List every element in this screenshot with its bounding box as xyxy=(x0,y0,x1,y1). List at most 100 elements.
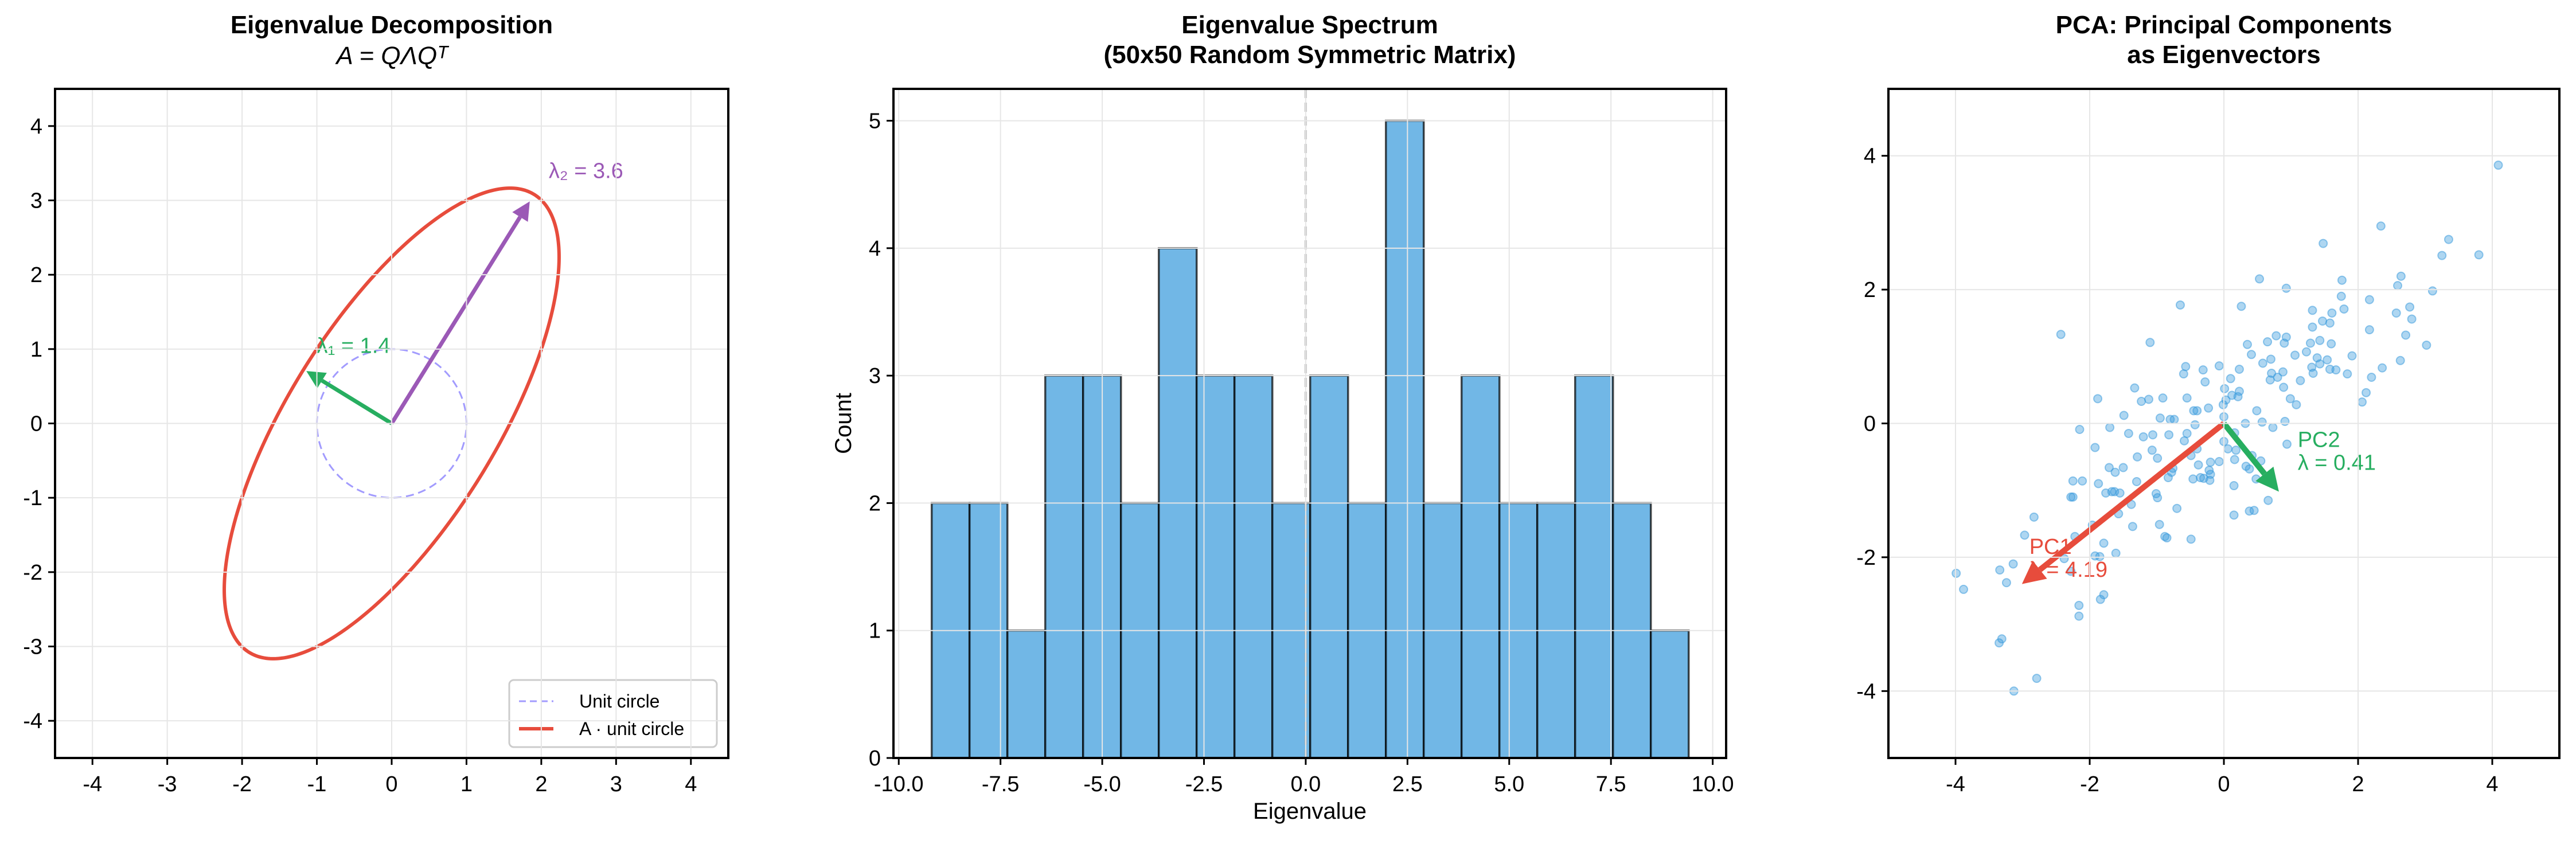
data-point xyxy=(1995,638,2004,648)
data-point xyxy=(2376,221,2386,231)
data-point xyxy=(2179,369,2188,379)
x-tick-label: 5.0 xyxy=(1494,772,1524,796)
eigenvector-arrow-2-shaft xyxy=(390,216,522,425)
y-tick-label: 2 xyxy=(869,491,881,515)
x-tick-label: -4 xyxy=(1946,772,1965,796)
data-point xyxy=(2255,274,2265,284)
data-point xyxy=(2066,566,2076,576)
data-point xyxy=(2104,463,2114,472)
x-tick-label: 0 xyxy=(2218,772,2230,796)
histogram-bar xyxy=(1460,374,1501,759)
data-point xyxy=(2153,454,2163,463)
data-point xyxy=(2336,291,2346,301)
x-tick-label: -3 xyxy=(158,772,177,796)
eigenvalue-label-1: λ₁ = 1.4 xyxy=(317,334,391,358)
data-point xyxy=(2422,340,2431,350)
pc-eigenvalue-label-1: λ = 4.19 xyxy=(2029,558,2107,582)
x-axis-label: Eigenvalue xyxy=(1253,799,1367,824)
x-tick-label: 1 xyxy=(460,772,473,796)
axes-frame xyxy=(1887,88,2561,759)
data-point xyxy=(2258,358,2267,368)
x-tick-label: -2 xyxy=(232,772,252,796)
histogram-bar xyxy=(1649,629,1690,759)
data-point xyxy=(2214,457,2224,467)
data-point xyxy=(2230,455,2239,464)
data-point xyxy=(2068,476,2078,486)
data-point xyxy=(2001,578,2011,588)
data-point xyxy=(2327,339,2336,349)
data-point xyxy=(2308,368,2318,378)
x-tick-label: 4 xyxy=(685,772,697,796)
data-point xyxy=(2175,300,2185,310)
data-point xyxy=(2138,432,2148,441)
x-tick-label: -2.5 xyxy=(1185,772,1223,796)
data-point xyxy=(2214,361,2224,371)
data-point xyxy=(2153,493,2163,503)
data-point xyxy=(2099,590,2109,600)
data-point xyxy=(2315,335,2325,345)
y-tick-label: 1 xyxy=(30,338,42,362)
x-tick-label: 3 xyxy=(610,772,622,796)
data-point xyxy=(2362,388,2371,397)
pc-arrow-1-shaft xyxy=(2038,421,2226,572)
axes-frame xyxy=(892,88,1727,759)
data-point xyxy=(2148,430,2157,440)
data-point xyxy=(2118,463,2128,472)
x-tick-label: 2 xyxy=(2352,772,2364,796)
data-point xyxy=(2252,406,2262,416)
data-point xyxy=(2179,436,2189,446)
data-point xyxy=(2405,302,2415,312)
data-point xyxy=(2095,552,2105,561)
data-point xyxy=(2279,382,2289,392)
x-tick-label: 10.0 xyxy=(1692,772,1734,796)
data-point xyxy=(2128,522,2137,532)
histogram-bar xyxy=(1006,629,1047,759)
y-tick-label: -1 xyxy=(23,486,42,510)
data-point xyxy=(2396,271,2406,281)
data-point xyxy=(2339,304,2349,314)
pc-arrow-2-head xyxy=(2255,466,2279,492)
data-point xyxy=(2162,533,2172,543)
data-point xyxy=(2493,161,2503,170)
data-point xyxy=(2407,314,2417,324)
data-point xyxy=(2110,487,2120,497)
data-point xyxy=(2427,286,2437,296)
data-point xyxy=(2233,392,2243,401)
data-point xyxy=(2172,503,2182,513)
data-point xyxy=(2281,283,2291,293)
data-point xyxy=(2278,367,2288,377)
data-point xyxy=(2246,350,2256,359)
pc-arrow-1-head xyxy=(2021,561,2047,584)
y-tick-label: 5 xyxy=(869,110,881,134)
data-point xyxy=(2234,386,2244,396)
data-point xyxy=(2317,316,2327,326)
data-point xyxy=(2032,674,2042,683)
data-point xyxy=(1995,565,2005,575)
data-point xyxy=(2268,423,2278,432)
data-point xyxy=(2245,464,2254,474)
histogram-bar xyxy=(1309,374,1349,759)
data-point xyxy=(2308,306,2317,315)
data-point xyxy=(2182,393,2192,403)
data-point xyxy=(2325,318,2335,328)
y-tick-label: 1 xyxy=(869,619,881,643)
x-tick-label: 2.5 xyxy=(1392,772,1423,796)
data-point xyxy=(2437,251,2447,260)
data-point xyxy=(2110,467,2120,477)
pc-label-1: PC1 xyxy=(2029,535,2072,559)
data-point xyxy=(2145,338,2155,347)
data-point xyxy=(2133,452,2142,462)
data-point xyxy=(2305,338,2315,348)
data-point xyxy=(2364,325,2374,335)
data-point xyxy=(2327,308,2337,318)
data-point xyxy=(2093,394,2103,404)
data-point xyxy=(2132,477,2141,487)
data-point xyxy=(2280,338,2289,348)
panel-title: Eigenvalue Spectrum xyxy=(1181,11,1438,39)
histogram-bar xyxy=(1195,374,1236,759)
data-point xyxy=(2347,351,2357,361)
data-point xyxy=(2190,420,2200,429)
data-point xyxy=(2242,339,2252,349)
data-point xyxy=(2367,372,2376,382)
x-tick-label: -1 xyxy=(307,772,327,796)
